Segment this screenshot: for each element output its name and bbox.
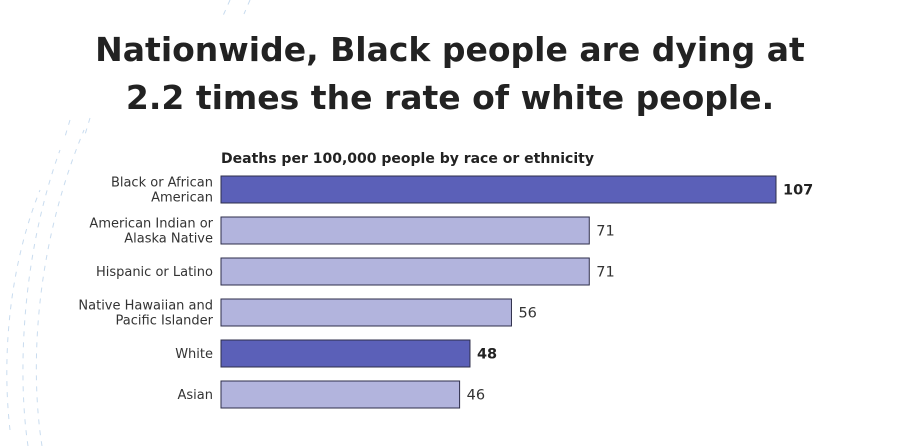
category-label-1: American Indian or Alaska Native: [89, 217, 213, 247]
category-label-0: Black or African American: [111, 176, 213, 206]
category-label-5: Asian: [178, 388, 213, 403]
category-label-3: Native Hawaiian and Pacific Islander: [78, 299, 213, 329]
value-label-2: 71: [596, 265, 614, 281]
value-label-0: 107: [783, 183, 813, 199]
value-label-3: 56: [518, 306, 536, 322]
headline-line-1: Nationwide, Black people are dying at: [95, 30, 805, 69]
bar-4: [220, 339, 471, 368]
bar-2: [220, 257, 590, 286]
category-label-2: Hispanic or Latino: [96, 265, 213, 280]
value-label-4: 48: [477, 347, 497, 363]
chart-subtitle: Deaths per 100,000 people by race or eth…: [221, 151, 594, 167]
bars-group: 107 Black or African American 71 American In…: [78, 175, 813, 409]
bar-5: [220, 380, 461, 409]
headline-line-2: 2.2 times the rate of white people.: [125, 78, 775, 117]
chart-headline: Nationwide, Black people are dying at 2.…: [60, 26, 840, 122]
bar-1: [220, 216, 590, 245]
bar-0: [220, 175, 777, 204]
value-label-1: 71: [596, 224, 614, 240]
value-label-5: 46: [467, 388, 485, 404]
category-label-4: White: [175, 347, 213, 362]
bar-3: [220, 298, 512, 327]
